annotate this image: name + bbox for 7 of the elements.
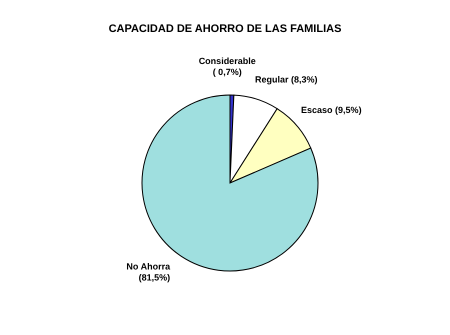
data-label: (81,5%) (138, 272, 170, 283)
slice-label: No Ahorra (126, 262, 172, 272)
chart-title: CAPACIDAD DE AHORRO DE LAS FAMILIAS (108, 23, 342, 35)
slice-label: Escaso (9,5%) (301, 105, 362, 116)
data-label: ( 0,7%) (212, 67, 242, 78)
slice-label: Regular (8,3%) (255, 74, 318, 85)
slice-label: Considerable (198, 56, 256, 66)
